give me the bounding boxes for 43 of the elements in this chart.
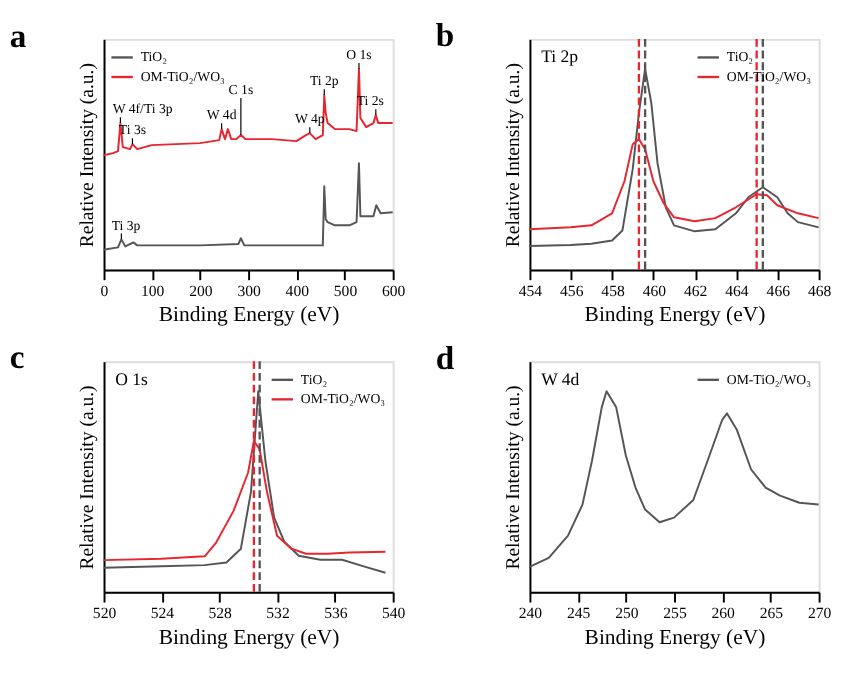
x-tick-label: 532 [266,604,290,623]
x-tick-label: 536 [324,604,348,623]
x-tick-label: 520 [92,604,117,623]
x-tick-label: 100 [141,281,165,300]
x-tick-label: 460 [642,281,667,300]
x-tick-label: 540 [381,604,406,623]
text: O 1s [115,368,150,389]
x-axis-title: Binding Energy (eV) [584,303,767,328]
x-tick-label: 265 [759,604,784,623]
x-tick-label: 400 [285,281,310,300]
x-tick-label: 245 [566,604,591,623]
x-tick-label: 454 [518,281,543,300]
x-tick-label: 270 [807,604,832,623]
y-axis-title: Relative Intensity (a.u.) [502,385,525,570]
x-tick-label: 240 [518,604,543,623]
chart-title: b [435,15,455,54]
x-tick-label: 600 [381,281,406,300]
x-axis-title: Binding Energy (eV) [584,625,767,650]
x-tick-label: 300 [237,281,261,300]
x-axis-title: Binding Energy (eV) [158,625,341,650]
x-tick-label: 250 [615,604,639,623]
text: W 4d [541,368,581,389]
x-tick-label: 524 [150,604,175,623]
x-tick-label: 468 [807,281,832,300]
chart-title: a [9,16,28,55]
x-tick-label: 528 [208,604,233,623]
x-tick-label: 456 [560,281,584,300]
x-tick-label: 0 [100,281,109,300]
x-tick-label: 466 [766,281,791,300]
text: Ti 2p [541,46,580,67]
chart-title: d [435,339,456,378]
x-tick-label: 500 [333,281,358,300]
y-axis-title: Relative Intensity (a.u.) [76,63,99,248]
x-tick-label: 462 [683,281,708,300]
x-tick-label: 458 [601,281,625,300]
x-tick-label: 260 [711,604,736,623]
x-tick-label: 255 [663,604,687,623]
x-tick-label: 464 [725,281,749,300]
y-axis-title: Relative Intensity (a.u.) [76,385,99,570]
x-tick-label: 200 [189,281,213,300]
x-axis-title: Binding Energy (eV) [158,303,341,328]
chart-title: c [9,337,25,376]
y-axis-title: Relative Intensity (a.u.) [502,63,525,248]
